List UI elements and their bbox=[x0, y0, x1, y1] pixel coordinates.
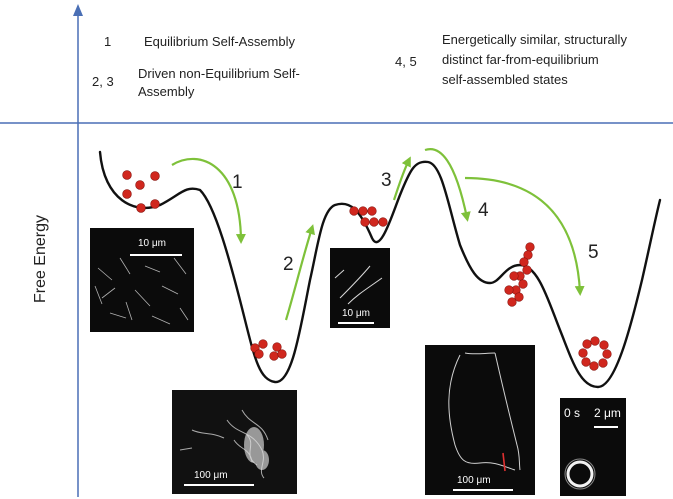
particles-state-4 bbox=[504, 242, 535, 307]
step-label-1: 1 bbox=[232, 172, 243, 193]
micrograph-5-scale-label: 2 μm bbox=[594, 406, 621, 420]
step-label-4: 4 bbox=[478, 200, 489, 221]
legend-item-1-number: 1 bbox=[104, 34, 112, 49]
particles-state-5-ring bbox=[578, 336, 612, 371]
micrograph-5-time-label: 0 s bbox=[564, 406, 581, 420]
step-label-3: 3 bbox=[381, 170, 392, 191]
micrograph-3-image bbox=[334, 265, 383, 305]
micrograph-1-image bbox=[94, 257, 189, 325]
arrow-step-4 bbox=[424, 148, 471, 222]
micrograph-4-image bbox=[448, 352, 521, 472]
step-label-2: 2 bbox=[283, 254, 294, 275]
micrograph-panel-2: 100 μm bbox=[172, 390, 297, 494]
legend-item-45-text-line-2: distinct far-from-equilibrium bbox=[442, 52, 599, 67]
arrow-step-2 bbox=[284, 224, 315, 321]
legend-item-45-number: 4, 5 bbox=[395, 54, 417, 69]
y-axis-label: Free Energy bbox=[32, 214, 49, 304]
micrograph-4-scale-bar bbox=[453, 489, 513, 491]
micrograph-panel-3: 10 μm bbox=[330, 248, 390, 328]
particles-state-1 bbox=[122, 170, 160, 213]
micrograph-panel-5: 0 s 2 μm bbox=[560, 398, 626, 496]
particles-state-3 bbox=[349, 206, 388, 227]
legend-item-23-text-line-1: Driven non-Equilibrium Self- bbox=[138, 66, 300, 81]
step-label-5: 5 bbox=[588, 242, 599, 263]
legend-item-23-text-line-2: Assembly bbox=[138, 84, 195, 99]
micrograph-panel-1: 10 μm bbox=[90, 228, 194, 332]
micrograph-panel-4: 100 μm bbox=[425, 345, 535, 495]
arrow-step-3 bbox=[392, 156, 411, 201]
energy-landscape-curve bbox=[98, 150, 662, 389]
particles-state-2 bbox=[250, 339, 287, 361]
micrograph-1-scale-label: 10 μm bbox=[138, 238, 166, 249]
legend-item-45-text-line-1: Energetically similar, structurally bbox=[442, 32, 627, 47]
legend-item-23-number: 2, 3 bbox=[92, 74, 114, 89]
arrow-step-1 bbox=[171, 157, 246, 244]
legend-item-1-text: Equilibrium Self-Assembly bbox=[144, 34, 295, 49]
legend-item-45-text-line-3: self-assembled states bbox=[442, 72, 568, 87]
micrograph-2-scale-bar bbox=[184, 484, 254, 486]
micrograph-3-scale-bar bbox=[338, 322, 374, 324]
micrograph-4-scale-label: 100 μm bbox=[457, 475, 491, 486]
micrograph-5-scale-bar bbox=[594, 426, 618, 428]
y-axis-arrowhead bbox=[73, 4, 83, 16]
micrograph-2-image bbox=[179, 409, 269, 479]
micrograph-5-image bbox=[564, 458, 596, 490]
arrow-step-5 bbox=[464, 176, 585, 296]
micrograph-2-scale-label: 100 μm bbox=[194, 470, 228, 481]
micrograph-1-scale-bar bbox=[130, 254, 182, 256]
micrograph-3-scale-label: 10 μm bbox=[342, 308, 370, 319]
